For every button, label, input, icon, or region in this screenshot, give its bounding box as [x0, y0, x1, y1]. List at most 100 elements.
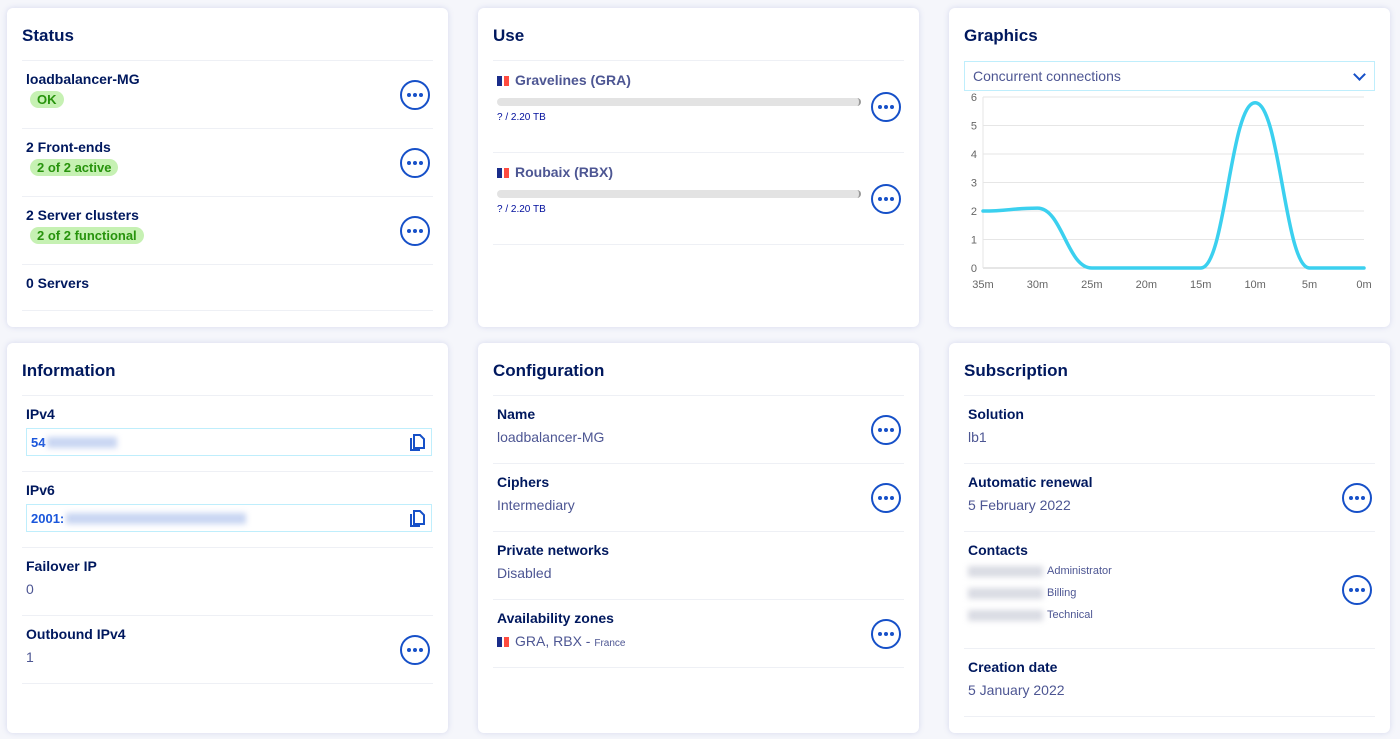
x-tick-label: 35m — [972, 279, 993, 291]
redacted — [47, 436, 118, 448]
failover-row: Failover IP 0 — [22, 548, 433, 616]
failover-value: 0 — [26, 581, 34, 597]
datacenter-name: Gravelines (GRA) — [515, 72, 631, 88]
config-value: loadbalancer-MG — [497, 429, 605, 445]
card-title: Graphics — [964, 26, 1038, 45]
y-tick-label: 2 — [971, 206, 977, 218]
config-label: Private networks — [497, 542, 610, 558]
series-line — [981, 100, 1366, 270]
use-card: Use Gravelines (GRA) ? / 2.20 TB Roubaix… — [478, 8, 919, 327]
status-badge: 2 of 2 active — [30, 159, 119, 176]
more-button[interactable] — [871, 414, 901, 445]
card-title: Use — [493, 8, 904, 61]
y-tick-label: 4 — [971, 149, 977, 161]
status-label: 2 Server clusters — [26, 207, 139, 223]
creation-value: 5 January 2022 — [968, 682, 1065, 698]
usage-bar — [497, 98, 861, 106]
datacenter-label: Gravelines (GRA) — [497, 72, 904, 88]
y-tick-label: 0 — [971, 263, 977, 275]
redacted — [968, 587, 1043, 599]
more-button[interactable] — [871, 91, 901, 122]
more-button[interactable] — [400, 147, 430, 178]
redacted — [968, 565, 1043, 577]
creation-row: Creation date 5 January 2022 — [964, 649, 1375, 717]
outbound-value: 1 — [26, 649, 34, 665]
y-tick-label: 1 — [971, 235, 977, 247]
datacenter-row: Roubaix (RBX) ? / 2.20 TB — [493, 153, 904, 245]
y-tick-label: 5 — [971, 121, 977, 133]
contact-item: Technical — [968, 604, 1375, 626]
status-label: 2 Front-ends — [26, 139, 111, 155]
ipv6-value: 2001: — [31, 510, 65, 526]
usage-bar — [497, 190, 861, 198]
failover-label: Failover IP — [26, 558, 97, 574]
ipv4-value: 54 — [31, 434, 46, 450]
more-button[interactable] — [1342, 575, 1372, 605]
metric-select[interactable]: Concurrent connections — [964, 61, 1375, 91]
contacts-label: Contacts — [968, 542, 1028, 558]
config-value: GRA, RBX - France — [497, 633, 904, 649]
status-label: loadbalancer-MG — [26, 71, 140, 87]
renewal-label: Automatic renewal — [968, 474, 1093, 490]
contact-role: Technical — [1047, 609, 1093, 621]
solution-value: lb1 — [968, 429, 987, 445]
status-badge: 2 of 2 functional — [30, 227, 144, 244]
outbound-label: Outbound IPv4 — [26, 626, 126, 642]
config-label: Ciphers — [497, 474, 550, 490]
y-tick-label: 3 — [971, 178, 977, 190]
status-card: Status loadbalancer-MG OK 2 Front-ends 2 o… — [7, 8, 448, 327]
france-flag-icon — [497, 637, 502, 647]
usage-text: ? / 2.20 TB — [497, 204, 546, 215]
more-button[interactable] — [400, 634, 430, 665]
status-row: loadbalancer-MG OK — [22, 61, 433, 129]
more-button[interactable] — [400, 79, 430, 110]
renewal-row: Automatic renewal 5 February 2022 — [964, 464, 1375, 532]
creation-label: Creation date — [968, 659, 1058, 675]
contacts-row: Contacts Administrator Billing Technical — [964, 532, 1375, 649]
ipv6-label: IPv6 — [26, 482, 55, 498]
connections-chart: 0 1 2 3 4 5 6 35m 30m 25m 20m 15m 10m 5m 0m — [971, 93, 1372, 291]
config-row: Availability zones GRA, RBX - France — [493, 600, 904, 668]
datacenter-label: Roubaix (RBX) — [497, 164, 904, 180]
contact-item: Billing — [968, 582, 1375, 604]
config-value: Disabled — [497, 565, 552, 581]
zones-country: France — [594, 638, 626, 649]
config-row: Ciphers Intermediary — [493, 464, 904, 532]
ipv6-field[interactable]: 2001: — [26, 504, 432, 532]
config-row: Name loadbalancer-MG — [493, 396, 904, 464]
more-button[interactable] — [871, 482, 901, 513]
ipv4-field[interactable]: 54 — [26, 428, 432, 456]
more-button[interactable] — [871, 183, 901, 214]
config-label: Availability zones — [497, 610, 614, 626]
x-tick-label: 5m — [1302, 279, 1317, 291]
status-row: 2 Front-ends 2 of 2 active — [22, 129, 433, 197]
copy-icon[interactable] — [409, 510, 425, 527]
contact-item: Administrator — [968, 560, 1375, 582]
card-title: Status — [22, 8, 433, 61]
zones-value: GRA, RBX — [515, 633, 582, 649]
usage-text: ? / 2.20 TB — [497, 112, 546, 123]
ipv4-label: IPv4 — [26, 406, 55, 422]
france-flag-icon — [497, 168, 502, 178]
card-title: Configuration — [493, 343, 904, 396]
contact-role: Billing — [1047, 587, 1077, 599]
redacted — [66, 512, 247, 524]
x-tick-label: 15m — [1190, 279, 1211, 291]
solution-label: Solution — [968, 406, 1024, 422]
ipv6-row: IPv6 2001: — [22, 472, 433, 548]
copy-icon[interactable] — [409, 434, 425, 451]
more-button[interactable] — [1342, 482, 1372, 513]
x-tick-label: 25m — [1081, 279, 1102, 291]
france-flag-icon — [504, 76, 509, 86]
config-value: Intermediary — [497, 497, 575, 513]
contact-role: Administrator — [1047, 565, 1112, 577]
france-flag-icon — [504, 637, 509, 647]
status-row: 0 Servers — [22, 265, 433, 311]
more-button[interactable] — [400, 215, 430, 246]
renewal-value: 5 February 2022 — [968, 497, 1071, 513]
configuration-card: Configuration Name loadbalancer-MG Cipher… — [478, 343, 919, 733]
x-tick-label: 20m — [1136, 279, 1157, 291]
ipv4-row: IPv4 54 — [22, 396, 433, 472]
datacenter-row: Gravelines (GRA) ? / 2.20 TB — [493, 61, 904, 153]
more-button[interactable] — [871, 618, 901, 649]
